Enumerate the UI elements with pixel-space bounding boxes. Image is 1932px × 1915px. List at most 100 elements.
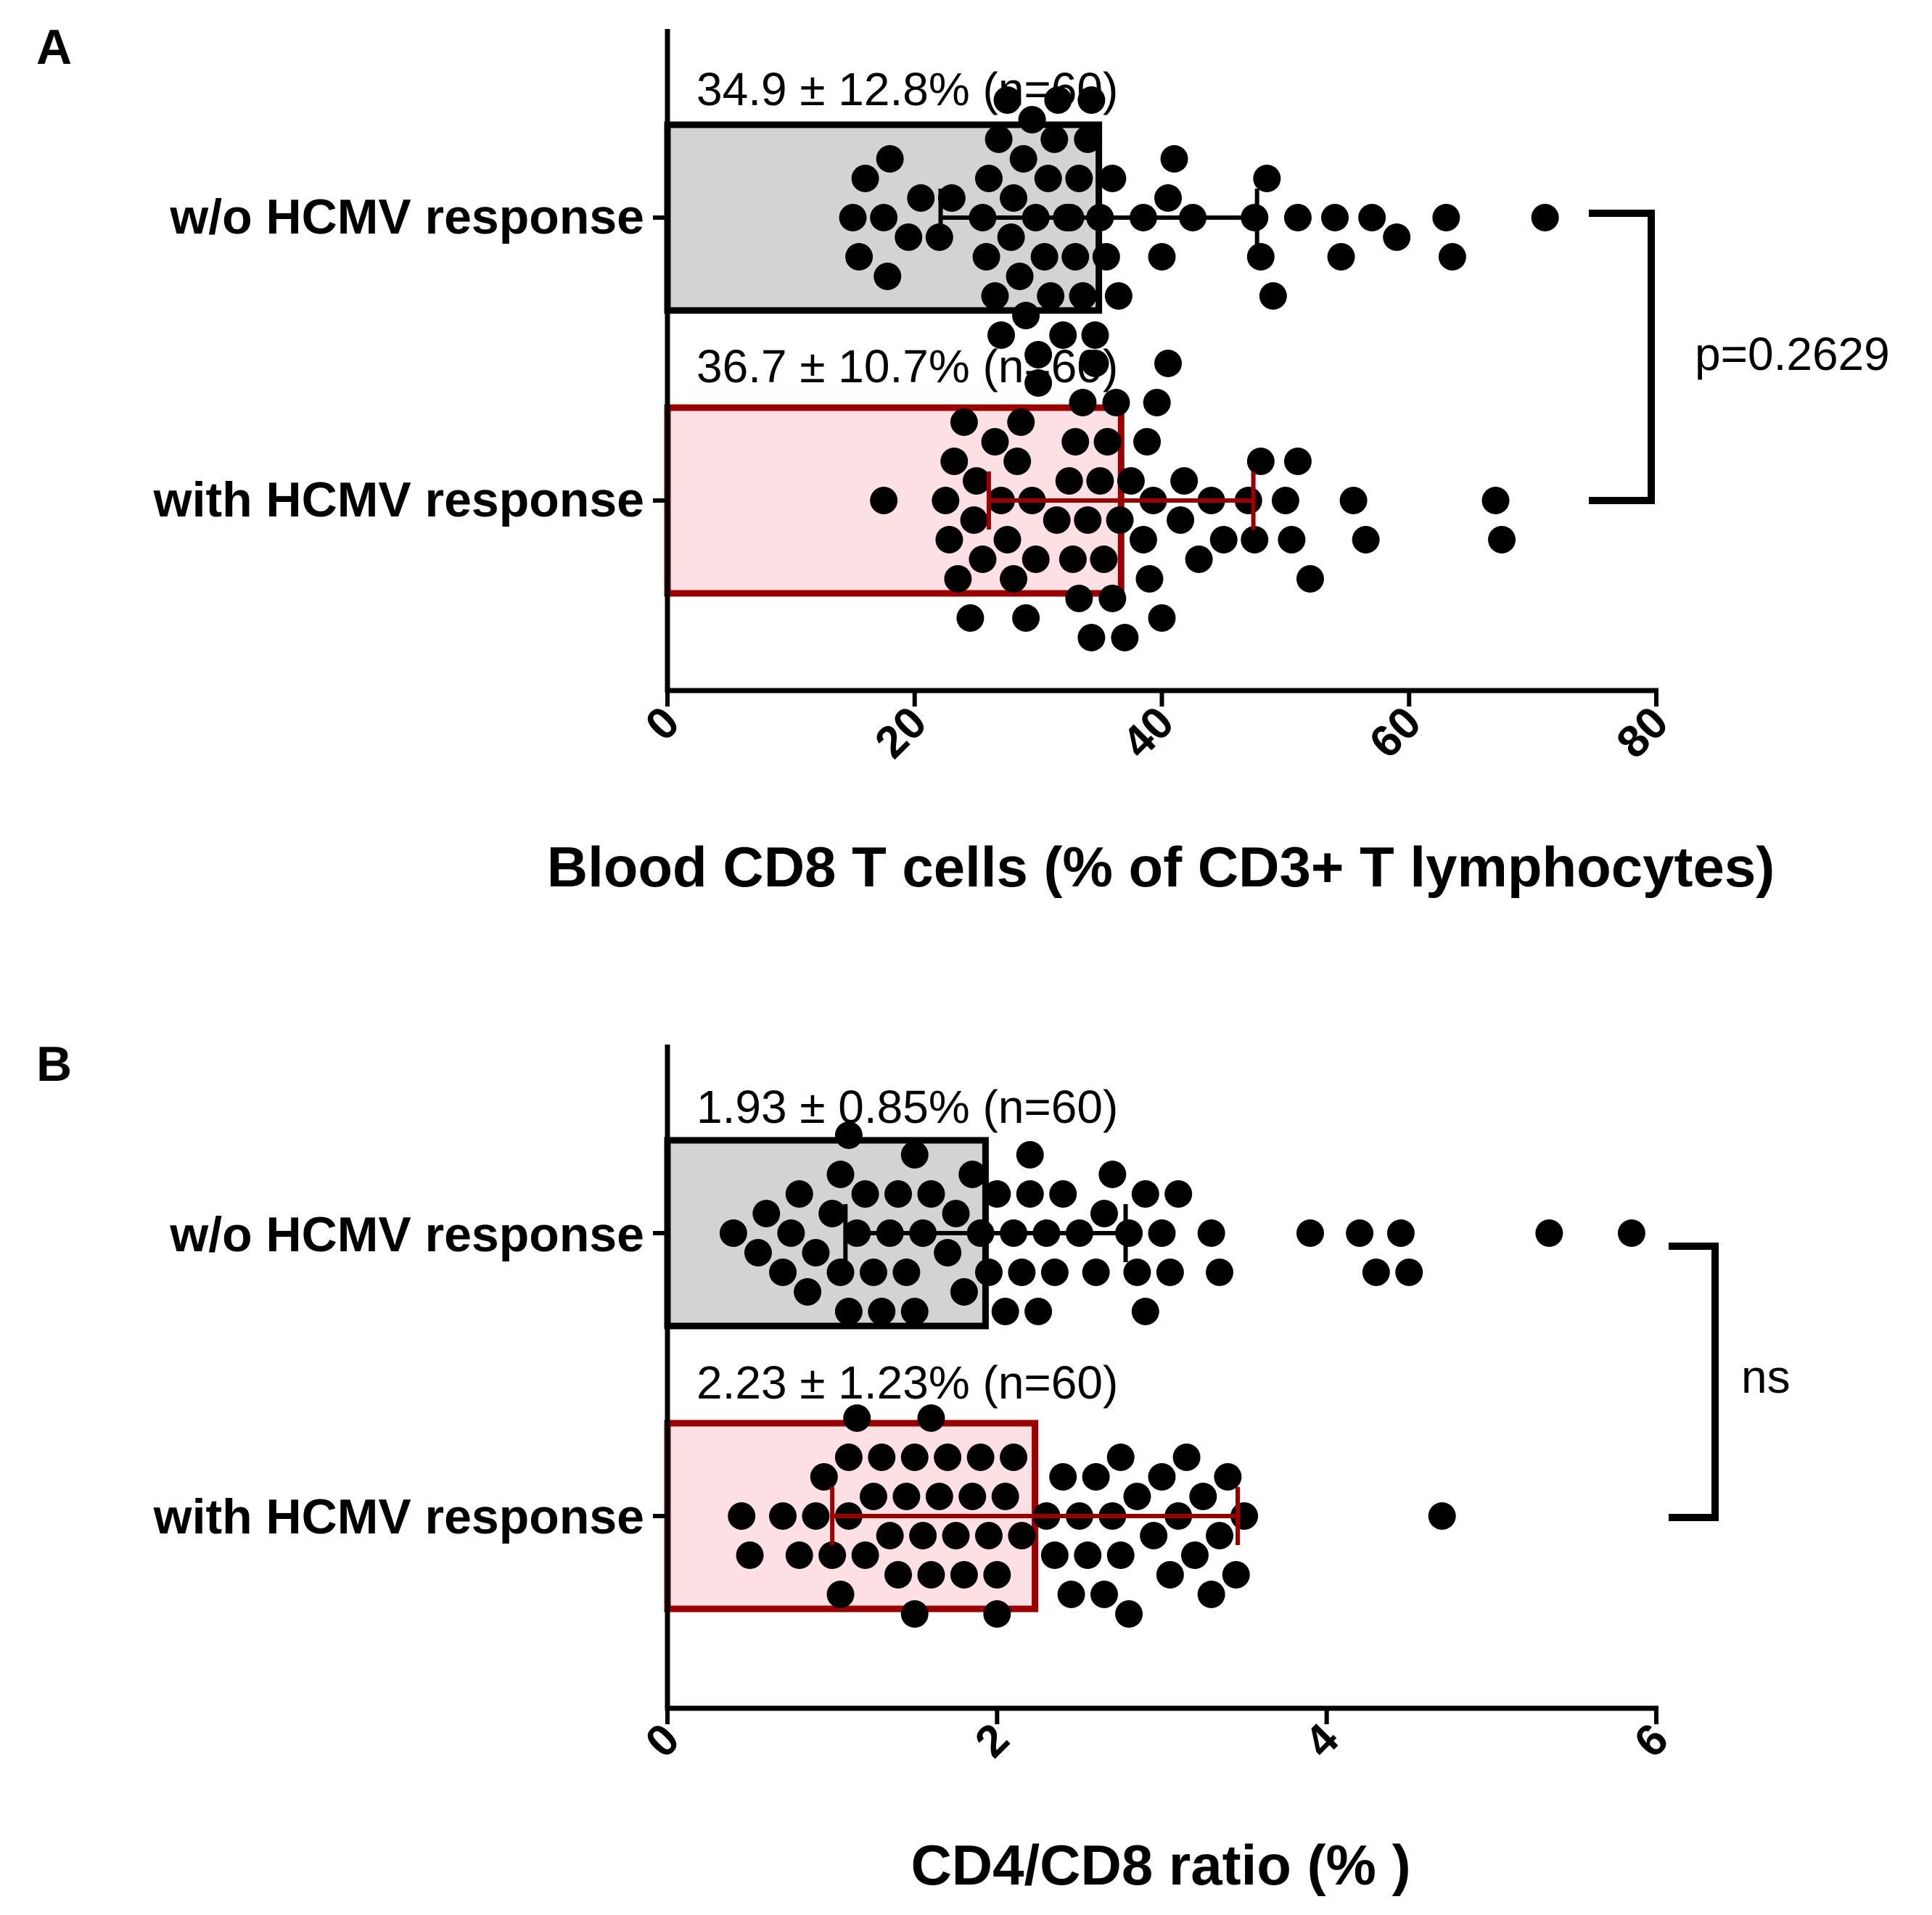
panel-b-group-2-point-17 [892, 1483, 921, 1510]
panel-a-group-1-point-47 [1160, 145, 1188, 173]
panel-a-group-2-point-40 [1135, 565, 1164, 593]
panel-b-group-2-point-12 [851, 1541, 879, 1569]
panel-b-category-label-2: with HCMV response [153, 1489, 644, 1544]
panel-b-x-tick-label-2: 2 [966, 1714, 1019, 1767]
panel-a-group-1-point-12 [972, 243, 1000, 271]
panel-b-group-1-point-9 [818, 1200, 847, 1227]
panel-a-x-tick-label-4: 60 [1360, 697, 1431, 768]
panel-b-group-2-point-46 [1115, 1600, 1143, 1628]
panel-a-group-1-point-25 [1024, 341, 1053, 368]
panel-a-group-1-point-34 [1061, 243, 1090, 271]
panel-a-group-1-point-8 [907, 184, 935, 212]
panel-a-group-1-point-4 [870, 204, 898, 231]
panel-a-group-1-point-28 [1037, 282, 1065, 310]
panel-a-group-2-point-39 [1133, 428, 1162, 456]
panel-a-group-1-point-46 [1154, 184, 1183, 212]
panel-b-group-2-point-3 [769, 1502, 797, 1530]
panel-b-group-2-point-13 [859, 1483, 887, 1510]
panel-b-group-2-point-38 [1057, 1581, 1085, 1608]
panel-b-group-2-point-49 [1148, 1463, 1176, 1491]
panel-b-group-2-point-18 [900, 1444, 929, 1471]
panel-a-group-2-point-42 [1143, 389, 1171, 416]
panel-b-group-2-point-1 [728, 1502, 756, 1530]
panel-b-group-2-point-28 [966, 1444, 995, 1471]
panel-a-group-2-point-21 [1043, 506, 1071, 534]
panel-b-group-1-point-50 [1156, 1259, 1184, 1286]
panel-a-group-1-point-55 [1327, 243, 1355, 271]
panel-b-group-2-point-36 [1040, 1541, 1069, 1569]
panel-b-group-2-point-16 [884, 1561, 913, 1589]
panel-a-group-2-point-6 [950, 408, 978, 436]
panel-b-group-2-point-5 [802, 1502, 830, 1530]
panel-b-group-1-point-25 [934, 1239, 962, 1267]
panel-b-group-2-point-57 [1214, 1463, 1242, 1491]
panel-a-group-1-point-22 [1012, 302, 1040, 329]
panel-a-group-1-point-42 [1098, 165, 1127, 192]
panel-a-group-1-point-17 [993, 86, 1022, 114]
panel-b-group-2-point-27 [958, 1483, 987, 1510]
panel-a-significance-bracket [1589, 210, 1655, 504]
panel-b-group-1-point-52 [1197, 1219, 1225, 1247]
panel-b-group-2-point-23 [925, 1483, 953, 1510]
panel-a-group-2-point-23 [1059, 545, 1087, 573]
panel-a-group-1-point-3 [851, 165, 879, 192]
panel-b-x-tick-label-1: 0 [636, 1714, 689, 1767]
panel-b-group-1-point-31 [983, 1180, 1011, 1208]
panel-a-category-label-1: w/o HCMV response [169, 189, 644, 244]
panel-b-group-1-point-24 [917, 1180, 945, 1208]
panel-a-x-tick-label-3: 40 [1113, 697, 1184, 768]
panel-a-x-tick-label-5: 80 [1607, 697, 1678, 768]
panel-b-group-1-point-22 [900, 1141, 929, 1169]
panel-b-group-2-point-29 [974, 1522, 1003, 1549]
panel-a-group-2-point-14 [1000, 565, 1028, 593]
panel-b-group-1-point-30 [974, 1259, 1003, 1286]
panel-b-group-1-point-49 [1148, 1219, 1176, 1247]
panel-a-group-2-point-33 [1098, 585, 1127, 612]
panel-a-group-1-point-31 [1049, 321, 1077, 349]
panel-b-group-1-point-35 [1016, 1180, 1044, 1208]
panel-b-group-1-point-39 [1040, 1259, 1069, 1286]
panel-b-group-1-point-37 [1024, 1298, 1053, 1325]
panel-a-group-2-point-16 [1007, 408, 1035, 436]
panel-a-group-1-point-35 [1065, 165, 1093, 192]
panel-a-group-2-point-31 [1090, 545, 1118, 573]
panel-a-group-1-point-57 [1383, 223, 1411, 251]
panel-a-group-2-point-54 [1278, 526, 1306, 553]
panel-b-group-1-point-54 [1296, 1219, 1324, 1247]
panel-a-group-2-point-43 [1148, 604, 1176, 632]
panel-b-group-1-point-8 [802, 1239, 830, 1267]
panel-a-group-1-point-2 [845, 243, 873, 271]
panel-b-group-2-point-54 [1189, 1483, 1217, 1510]
panel-b-group-2-point-31 [983, 1600, 1011, 1628]
panel-b-group-2-point-25 [942, 1522, 970, 1549]
panel-b-group-2-point-55 [1197, 1581, 1225, 1608]
panel-b-group-2-point-8 [826, 1581, 855, 1608]
panel-a-group-2-point-37 [1117, 467, 1145, 495]
panel-a-group-2-point-56 [1296, 565, 1324, 593]
panel-b-group-2-point-52 [1172, 1444, 1201, 1471]
panel-b-group-1-point-16 [859, 1259, 887, 1286]
panel-b-group-1-point-27 [950, 1278, 978, 1306]
panel-b-group-1-point-7 [794, 1278, 822, 1306]
panel-a-group-2-point-9 [962, 467, 990, 495]
panel-a-x-tick-label-1: 0 [636, 697, 689, 750]
panel-b-group-2-point-26 [950, 1561, 978, 1589]
panel-b-group-1-point-47 [1131, 1180, 1159, 1208]
panel-a-group-2-point-45 [1167, 506, 1195, 534]
panel-a-group-1-point-20 [1006, 263, 1034, 290]
panel-a-group-2-point-47 [1185, 545, 1213, 573]
panel-b-group-2-point-4 [785, 1541, 813, 1569]
panel-a-x-tick-label-2: 20 [866, 697, 937, 768]
panel-b-group-1-point-15 [851, 1180, 879, 1208]
panel-b-group-2-point-40 [1074, 1541, 1102, 1569]
panel-b-group-2-point-42 [1090, 1581, 1118, 1608]
panel-a-group-2-point-29 [1081, 350, 1109, 377]
panel-a-group-2-point-5 [944, 565, 972, 593]
panel-b: B w/o HCMV response with HCMV response 1… [36, 1037, 1791, 1897]
panel-b-group-1-point-57 [1386, 1219, 1415, 1247]
panel-a-group-2-point-4 [940, 448, 969, 475]
panel-a-group-1-point-51 [1253, 165, 1281, 192]
panel-b-group-1-point-12 [834, 1298, 863, 1325]
panel-b-letter: B [36, 1037, 72, 1092]
panel-b-group-2-point-44 [1106, 1541, 1135, 1569]
